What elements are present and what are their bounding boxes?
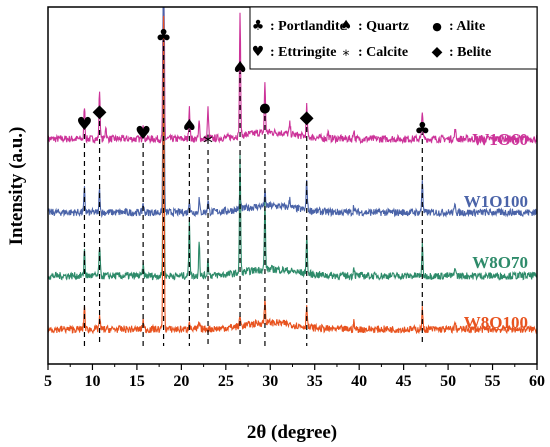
legend: ♣ : Portlandite♠ : Quartz ● : Alite ♥ : Ettrin… — [249, 6, 538, 70]
legend-label: : Alite — [449, 19, 485, 34]
x-tick-label: 45 — [396, 373, 412, 390]
club-icon: ♣ — [156, 26, 172, 47]
diamond-icon: ◆ — [432, 44, 443, 60]
x-tick-label: 25 — [218, 373, 234, 390]
spade-icon: ♠ — [340, 18, 353, 34]
x-tick-label: 10 — [84, 373, 100, 390]
x-tick-label: 35 — [307, 373, 323, 390]
series-layer — [47, 7, 538, 335]
diamond-icon: ◆ — [93, 101, 107, 122]
club-icon: ♣ — [252, 18, 265, 34]
x-tick-label: 15 — [129, 373, 145, 390]
x-tick-label: 55 — [485, 373, 501, 390]
x-axis-label: 2θ (degree) — [247, 422, 337, 443]
heart-icon: ♥ — [76, 114, 92, 135]
x-tick-label: 20 — [173, 373, 189, 390]
x-tick-label: 60 — [529, 373, 545, 390]
x-tick-label: 50 — [440, 373, 456, 390]
legend-label: : Calcite — [358, 45, 408, 60]
series-label-w1o100: W1O100 — [464, 192, 528, 211]
series-label-w1o60: W1O60 — [472, 130, 528, 149]
x-tick-label: 30 — [262, 373, 278, 390]
legend-label: : Ettringite — [270, 45, 336, 60]
diamond-icon: ◆ — [300, 107, 314, 128]
spade-icon: ♠ — [181, 116, 197, 137]
asterisk-icon: * — [343, 48, 350, 64]
spade-icon: ♠ — [232, 58, 248, 79]
legend-label: : Quartz — [358, 19, 409, 34]
asterisk-icon: * — [203, 131, 213, 155]
legend-label: : Belite — [449, 45, 491, 60]
legend-entries: ♣ : Portlandite♠ : Quartz ● : Alite ♥ : Ettrin… — [252, 18, 492, 64]
legend-label: : Portlandite — [270, 19, 346, 34]
peak-guide-lines — [83, 46, 423, 346]
series-line-w1o100 — [47, 7, 538, 219]
y-axis-label: Intensity (a.u.) — [6, 127, 27, 246]
x-tick-label: 40 — [351, 373, 367, 390]
series-line-w8o70 — [47, 23, 538, 282]
heart-icon: ♥ — [252, 44, 265, 60]
dot-icon: ● — [259, 101, 270, 116]
x-axis-ticks: 5 10 15 20 25 30 35 40 45 50 55 60 — [44, 364, 545, 390]
heart-icon: ♥ — [135, 123, 151, 144]
series-label-w8o100: W8O100 — [464, 313, 528, 332]
dot-icon: ● — [432, 20, 442, 33]
x-tick-label: 5 — [44, 373, 52, 390]
club-icon: ♣ — [414, 119, 430, 140]
series-line-w1o60 — [47, 7, 538, 145]
series-line-w8o100 — [47, 15, 538, 335]
series-labels: W1O60 W1O100 W8O70 W8O100 — [464, 130, 528, 332]
series-label-w8o70: W8O70 — [472, 253, 528, 272]
peak-markers: ♥◆♥♣♠*♠● ◆♣ — [76, 26, 430, 155]
legend-box — [249, 6, 538, 70]
